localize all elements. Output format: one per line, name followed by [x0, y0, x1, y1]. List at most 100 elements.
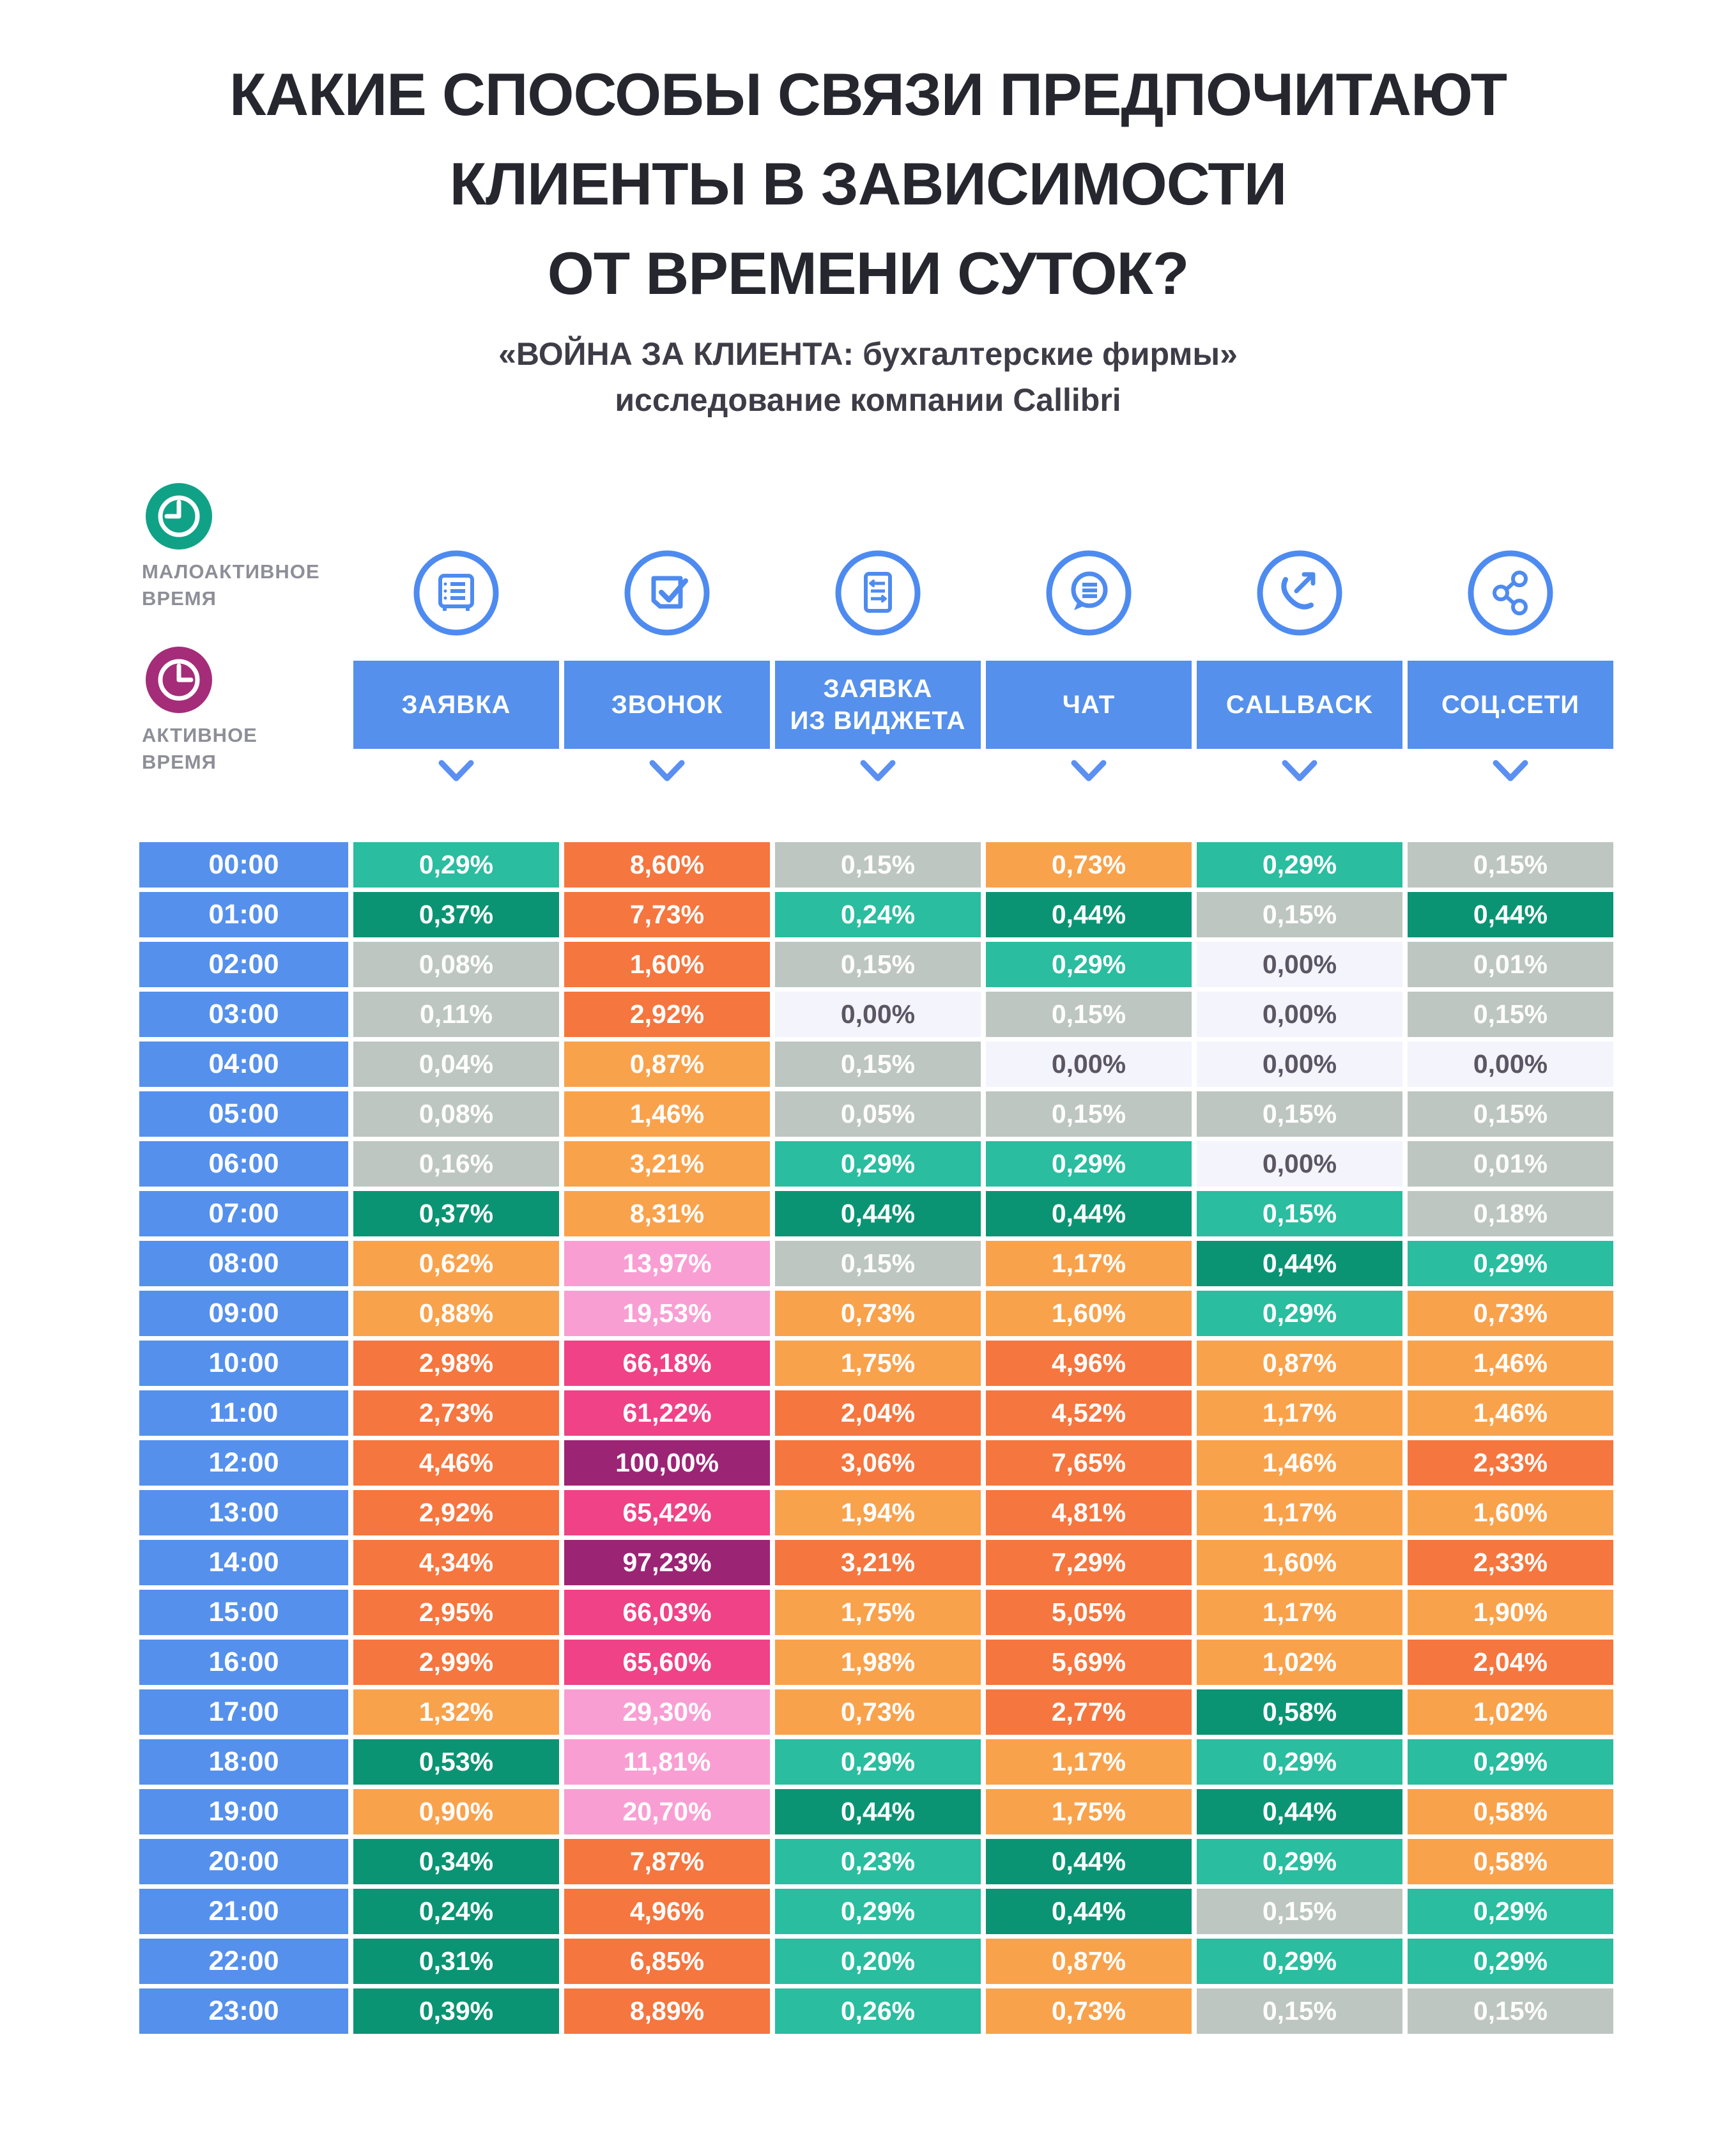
value-cell: 0,39% [353, 1988, 559, 2034]
value-cell: 1,60% [564, 942, 770, 987]
page-subtitle: «ВОЙНА ЗА КЛИЕНТА: бухгалтерские фирмы» … [0, 331, 1736, 423]
value-cell: 6,85% [564, 1939, 770, 1984]
value-cell: 0,29% [986, 1141, 1192, 1187]
column-header-row: ЗАЯВКА ЗВОНОК ЗАЯВКА ИЗ ВИДЖЕТА ЧАТ CALL… [139, 661, 1613, 749]
time-cell: 12:00 [139, 1440, 348, 1486]
value-cell: 0,00% [775, 992, 981, 1037]
value-cell: 1,17% [986, 1739, 1192, 1785]
value-cell: 1,17% [986, 1241, 1192, 1286]
value-cell: 2,99% [353, 1640, 559, 1685]
value-cell: 3,21% [564, 1141, 770, 1187]
time-cell: 01:00 [139, 892, 348, 937]
time-cell: 02:00 [139, 942, 348, 987]
value-cell: 0,29% [986, 942, 1192, 987]
value-cell: 2,33% [1408, 1440, 1613, 1486]
legend-item-low-activity: МАЛОАКТИВНОЕ ВРЕМЯ [142, 483, 320, 612]
value-cell: 0,37% [353, 1191, 559, 1236]
value-cell: 0,73% [986, 842, 1192, 888]
heatmap-table: МАЛОАКТИВНОЕ ВРЕМЯ АКТИВНОЕ ВРЕМЯ [139, 469, 1613, 2041]
title-line-1: КАКИЕ СПОСОБЫ СВЯЗИ ПРЕДПОЧИТАЮТ [229, 61, 1507, 128]
column-header-widget: ЗАЯВКА ИЗ ВИДЖЕТА [775, 661, 981, 749]
value-cell: 0,16% [353, 1141, 559, 1187]
time-cell: 15:00 [139, 1590, 348, 1635]
legend-label-line: ВРЕМЯ [142, 751, 217, 773]
time-cell: 04:00 [139, 1042, 348, 1087]
value-cell: 0,87% [986, 1939, 1192, 1984]
value-cell: 0,44% [1408, 892, 1613, 937]
chevron-row-spacer [139, 758, 348, 791]
value-cell: 0,08% [353, 942, 559, 987]
value-cell: 0,62% [353, 1241, 559, 1286]
value-cell: 0,15% [775, 842, 981, 888]
value-cell: 29,30% [564, 1689, 770, 1735]
value-cell: 4,96% [564, 1889, 770, 1934]
value-cell: 0,00% [1197, 1042, 1402, 1087]
value-cell: 2,92% [353, 1490, 559, 1535]
value-cell: 1,32% [353, 1689, 559, 1735]
value-cell: 0,58% [1408, 1789, 1613, 1834]
value-cell: 0,15% [1197, 1988, 1402, 2034]
value-cell: 0,00% [986, 1042, 1192, 1087]
time-cell: 09:00 [139, 1291, 348, 1336]
value-cell: 1,75% [775, 1590, 981, 1635]
value-cell: 1,46% [564, 1091, 770, 1137]
value-cell: 0,29% [1197, 1739, 1402, 1785]
value-cell: 0,44% [1197, 1789, 1402, 1834]
value-cell: 0,08% [353, 1091, 559, 1137]
value-cell: 0,15% [986, 992, 1192, 1037]
value-cell: 20,70% [564, 1789, 770, 1834]
value-cell: 3,21% [775, 1540, 981, 1585]
value-cell: 0,37% [353, 892, 559, 937]
value-cell: 1,60% [986, 1291, 1192, 1336]
value-cell: 4,81% [986, 1490, 1192, 1535]
column-header-socseti: СОЦ.СЕТИ [1408, 661, 1613, 749]
value-cell: 1,75% [775, 1341, 981, 1386]
chevron-down-icon [775, 758, 981, 791]
value-cell: 3,06% [775, 1440, 981, 1486]
value-cell: 4,34% [353, 1540, 559, 1585]
value-cell: 66,03% [564, 1590, 770, 1635]
time-cell: 13:00 [139, 1490, 348, 1535]
share-icon [1408, 550, 1613, 636]
value-cell: 7,65% [986, 1440, 1192, 1486]
value-cell: 0,44% [775, 1191, 981, 1236]
chevron-down-icon [1408, 758, 1613, 791]
value-cell: 19,53% [564, 1291, 770, 1336]
chevron-down-icon [353, 758, 559, 791]
time-cell: 06:00 [139, 1141, 348, 1187]
value-cell: 1,46% [1408, 1341, 1613, 1386]
value-cell: 0,73% [775, 1291, 981, 1336]
value-cell: 0,29% [1408, 1939, 1613, 1984]
value-cell: 0,87% [1197, 1341, 1402, 1386]
value-cell: 8,89% [564, 1988, 770, 2034]
value-cell: 0,73% [1408, 1291, 1613, 1336]
value-cell: 1,90% [1408, 1590, 1613, 1635]
icons-row-spacer [139, 550, 348, 636]
value-cell: 2,77% [986, 1689, 1192, 1735]
value-cell: 0,01% [1408, 1141, 1613, 1187]
legend-label: МАЛОАКТИВНОЕ ВРЕМЯ [142, 558, 320, 612]
value-cell: 1,60% [1408, 1490, 1613, 1535]
value-cell: 0,04% [353, 1042, 559, 1087]
subtitle-line-1: «ВОЙНА ЗА КЛИЕНТА: бухгалтерские фирмы» [498, 336, 1238, 372]
value-cell: 0,00% [1197, 1141, 1402, 1187]
value-cell: 1,17% [1197, 1590, 1402, 1635]
value-cell: 1,60% [1197, 1540, 1402, 1585]
chevron-row [139, 758, 1613, 791]
chevron-down-icon [1197, 758, 1402, 791]
time-cell: 00:00 [139, 842, 348, 888]
value-cell: 65,60% [564, 1640, 770, 1685]
value-cell: 100,00% [564, 1440, 770, 1486]
value-cell: 0,15% [1408, 842, 1613, 888]
value-cell: 0,24% [775, 892, 981, 937]
value-cell: 2,04% [1408, 1640, 1613, 1685]
clock-icon [146, 647, 212, 713]
document-check-icon [564, 550, 770, 636]
value-cell: 0,15% [1408, 1091, 1613, 1137]
time-cell: 07:00 [139, 1191, 348, 1236]
title-line-2: КЛИЕНТЫ В ЗАВИСИМОСТИ [449, 150, 1287, 217]
value-cell: 66,18% [564, 1341, 770, 1386]
value-cell: 0,15% [1197, 1191, 1402, 1236]
value-cell: 0,44% [986, 1191, 1192, 1236]
value-cell: 1,17% [1197, 1390, 1402, 1436]
